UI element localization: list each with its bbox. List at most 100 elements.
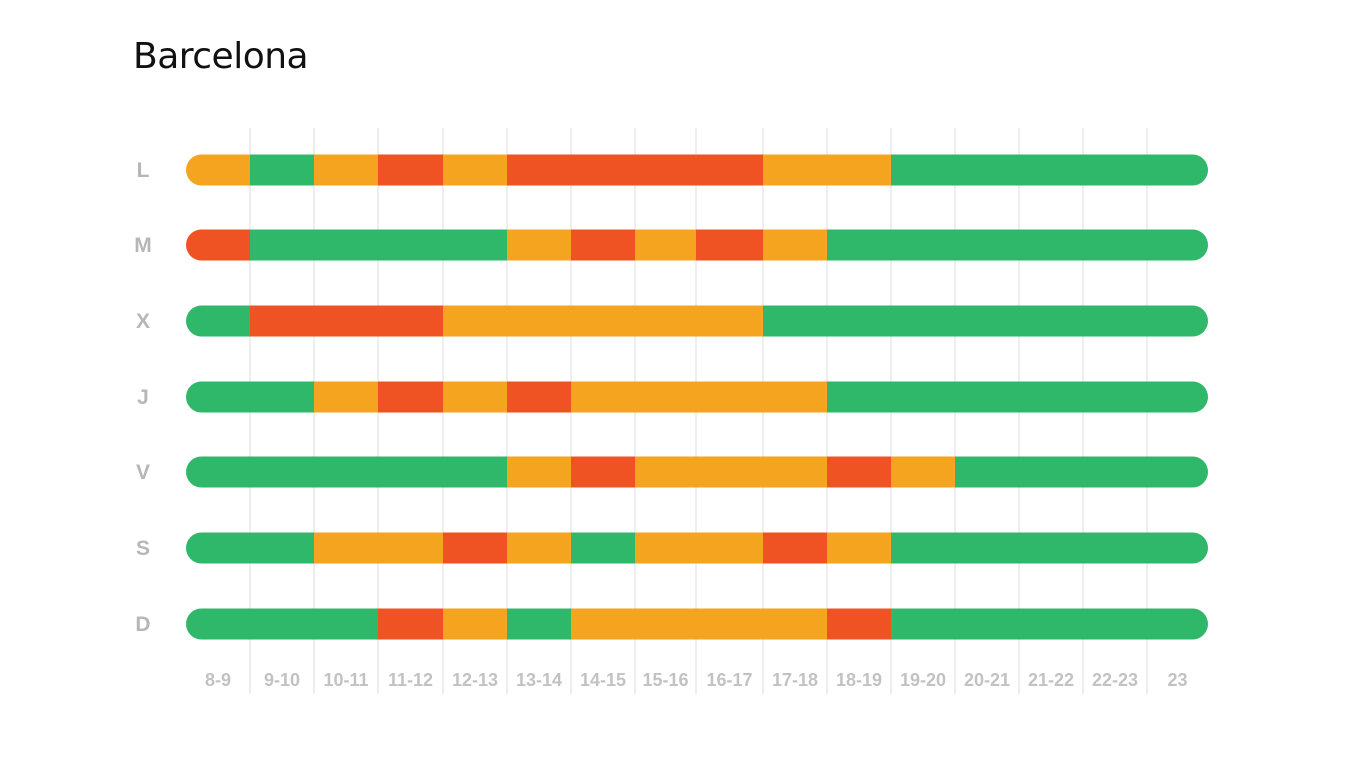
x-tick-label: 23 — [1167, 670, 1187, 690]
row-label: S — [136, 537, 150, 560]
bar-segment — [250, 305, 315, 337]
bar-segment — [635, 154, 697, 186]
bar-segment — [696, 229, 764, 261]
bar-segment — [443, 381, 508, 413]
bar-segment — [507, 608, 572, 640]
x-tick-label: 22-23 — [1092, 670, 1138, 690]
bar-segment — [571, 381, 636, 413]
bar-segment — [1019, 305, 1084, 337]
bar-segment — [635, 456, 697, 488]
bar-segment — [314, 456, 379, 488]
bar-segment — [1083, 532, 1148, 564]
bar-segment — [186, 305, 251, 337]
bar-segment — [314, 229, 379, 261]
bar-segment — [443, 456, 508, 488]
row-label: J — [137, 386, 149, 409]
x-tick-label: 16-17 — [706, 670, 752, 690]
bar-segment — [507, 532, 572, 564]
bar-segment — [378, 381, 444, 413]
bar-segment — [955, 381, 1020, 413]
bar-segment — [250, 229, 315, 261]
bar-segment — [314, 532, 379, 564]
bar-segment — [696, 305, 764, 337]
bar-segment — [1083, 229, 1148, 261]
bar-segment — [696, 532, 764, 564]
bar-segment — [827, 532, 892, 564]
bar-segment — [763, 456, 828, 488]
row-label: L — [137, 159, 150, 182]
bar-segment — [1147, 154, 1208, 186]
bar-segment — [635, 532, 697, 564]
bar-segment — [955, 305, 1020, 337]
bar-segment — [378, 456, 444, 488]
bar-segment — [1147, 305, 1208, 337]
page-title: Barcelona — [133, 36, 309, 77]
bar-segment — [250, 381, 315, 413]
x-tick-label: 19-20 — [900, 670, 946, 690]
x-tick-label: 21-22 — [1028, 670, 1074, 690]
x-tick-label: 8-9 — [205, 670, 231, 690]
bar-segment — [1147, 608, 1208, 640]
bar-segment — [1019, 608, 1084, 640]
bar-segment — [635, 608, 697, 640]
bar-segment — [635, 229, 697, 261]
bar-segment — [1019, 229, 1084, 261]
bar-segment — [763, 381, 828, 413]
bar-segment — [1083, 381, 1148, 413]
bar-segment — [378, 532, 444, 564]
bar-segment — [443, 532, 508, 564]
row-bar — [186, 608, 1208, 640]
bar-segment — [250, 608, 315, 640]
bar-segment — [571, 229, 636, 261]
bar-segment — [443, 305, 508, 337]
bar-segment — [571, 305, 636, 337]
row-bars — [186, 154, 1208, 640]
bar-segment — [955, 608, 1020, 640]
bar-segment — [186, 229, 251, 261]
row-bar — [186, 456, 1208, 488]
x-tick-label: 20-21 — [964, 670, 1010, 690]
bar-segment — [891, 456, 956, 488]
x-tick-label: 13-14 — [516, 670, 562, 690]
bar-segment — [763, 532, 828, 564]
bar-segment — [378, 608, 444, 640]
bar-segment — [507, 229, 572, 261]
bar-segment — [763, 305, 828, 337]
bar-segment — [763, 229, 828, 261]
bar-segment — [635, 305, 697, 337]
bar-segment — [1147, 229, 1208, 261]
bar-segment — [1147, 381, 1208, 413]
bar-segment — [891, 305, 956, 337]
x-tick-label: 15-16 — [642, 670, 688, 690]
bar-segment — [571, 154, 636, 186]
bar-segment — [696, 154, 764, 186]
bar-segment — [955, 154, 1020, 186]
x-tick-labels: 8-9 9-10 10-11 11-12 12-13 13-14 14-15 15-16 16-… — [205, 670, 1188, 690]
bar-segment — [507, 305, 572, 337]
bar-segment — [891, 229, 956, 261]
bar-segment — [314, 381, 379, 413]
bar-segment — [186, 381, 251, 413]
bar-segment — [827, 381, 892, 413]
bar-segment — [314, 305, 379, 337]
bar-segment — [1083, 608, 1148, 640]
bar-segment — [1147, 456, 1208, 488]
bar-segment — [186, 608, 251, 640]
bar-segment — [186, 154, 251, 186]
bar-segment — [507, 154, 572, 186]
bar-segment — [955, 229, 1020, 261]
bar-segment — [763, 154, 828, 186]
row-bar — [186, 305, 1208, 337]
bar-segment — [696, 608, 764, 640]
x-tick-label: 11-12 — [388, 670, 433, 690]
bar-segment — [250, 154, 315, 186]
bar-segment — [1019, 381, 1084, 413]
row-labels: L M X J V S D — [134, 159, 152, 636]
bar-segment — [1019, 154, 1084, 186]
bar-segment — [314, 154, 379, 186]
row-label: X — [136, 310, 150, 333]
bar-segment — [696, 381, 764, 413]
row-bar — [186, 229, 1208, 261]
bar-segment — [891, 608, 956, 640]
